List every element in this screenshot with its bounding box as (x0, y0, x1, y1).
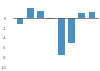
Bar (58, 18, 64, 55)
Bar (17, 18, 23, 24)
Bar (78, 13, 85, 18)
Bar (37, 11, 44, 18)
Bar (48, 18, 54, 19)
Bar (89, 12, 95, 18)
Bar (68, 18, 75, 43)
Bar (27, 8, 34, 18)
